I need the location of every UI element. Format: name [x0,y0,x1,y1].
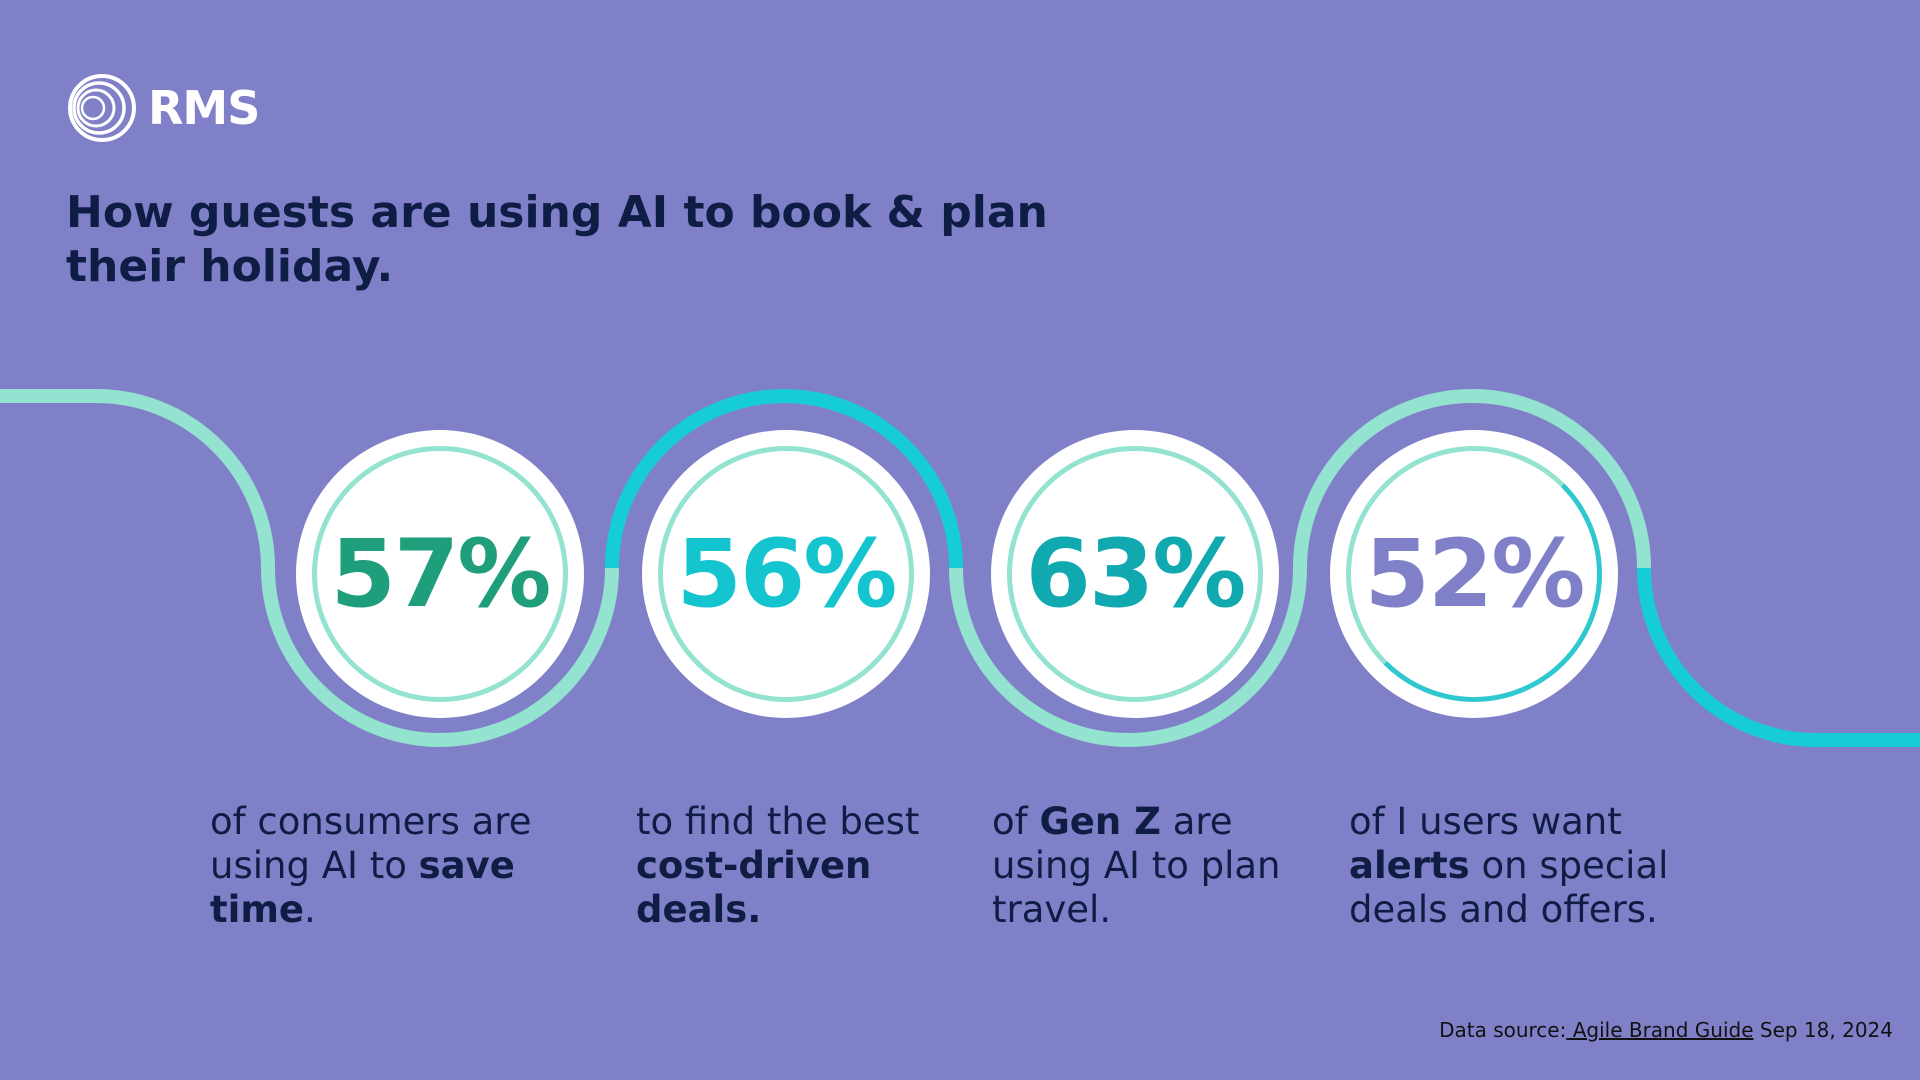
wave-segment-start [0,389,619,747]
stat-circle-4: 52% [1330,430,1618,718]
source-prefix: Data source: [1439,1018,1567,1042]
source-link[interactable]: Agile Brand Guide [1566,1018,1754,1042]
source-date: Sep 18, 2024 [1753,1018,1893,1042]
stat-circle-2: 56% [642,430,930,718]
stat-value: 56% [676,519,898,629]
brand-name: RMS [148,81,260,135]
stat-ring [312,446,568,702]
stat-value: 57% [330,519,552,629]
stat-circle-3: 63% [991,430,1279,718]
stat-value: 63% [1025,519,1247,629]
rms-logo: RMS [66,72,260,144]
stat-ring [1007,446,1263,702]
stat-description-3: of Gen Z are using AI to plan travel. [992,800,1281,931]
rms-rings-icon [68,74,136,142]
page-title: How guests are using AI to book & plan t… [66,187,1048,292]
stat-description-2: to find the best cost-driven deals. [636,800,920,931]
stat-description-1: of consumers are using AI to save time. [210,800,532,931]
stat-ring [658,446,914,702]
stat-description-4: of I users want alerts on special deals … [1349,800,1669,931]
wave-segment-2 [605,389,963,569]
stat-circle-1: 57% [296,430,584,718]
wave-segment-3 [949,389,1651,747]
data-source: Data source: Agile Brand Guide Sep 18, 2… [1439,1018,1893,1042]
wave-segment-end [1637,567,1920,747]
stat-ring [1346,446,1602,702]
stat-value: 52% [1364,519,1586,629]
